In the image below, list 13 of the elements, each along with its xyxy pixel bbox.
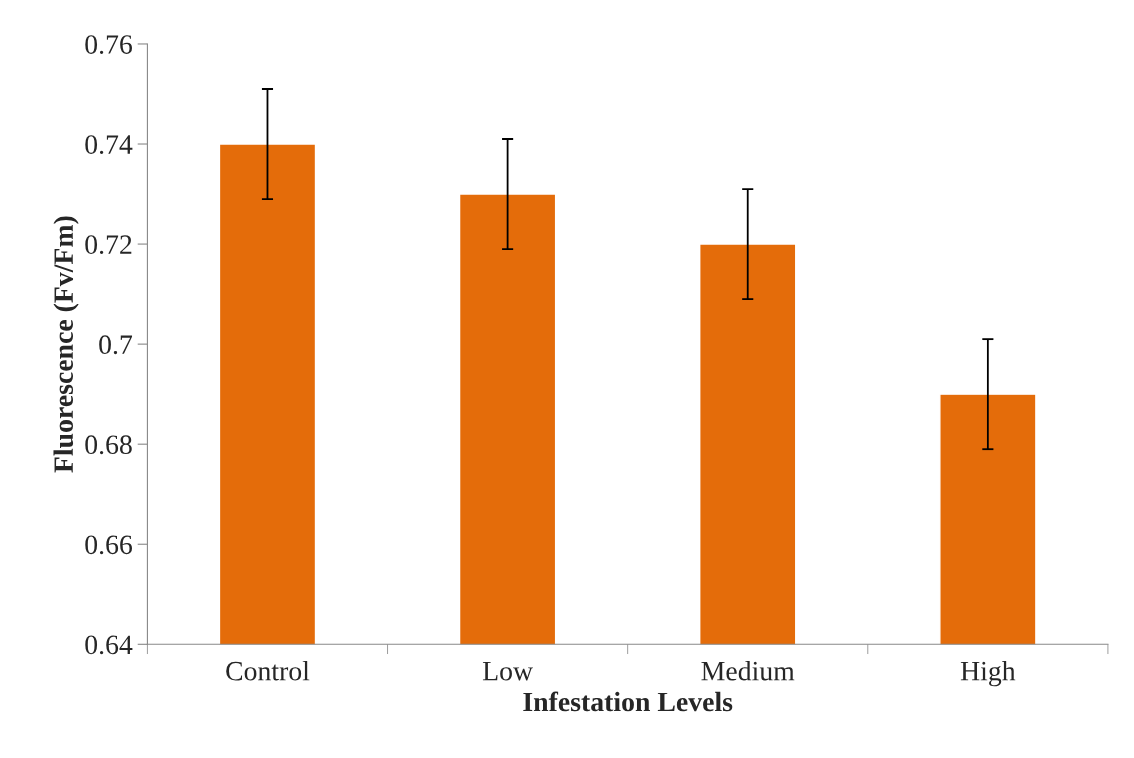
x-tick-label: High [960, 660, 1016, 687]
y-tick-label: 0.66 [85, 535, 133, 555]
x-tick-label: Medium [701, 660, 795, 681]
y-axis-title: Fluorescence (Fv/Fm) [53, 216, 79, 473]
x-axis-title: Infestation Levels [523, 691, 733, 712]
x-tick-label: Control [226, 660, 310, 681]
y-tick-label: 0.76 [85, 35, 133, 54]
y-tick-label: 0.7 [99, 335, 133, 355]
x-tick-label: Low [482, 662, 533, 681]
y-tick-label: 0.68 [85, 435, 132, 455]
y-tick-label: 0.72 [85, 235, 132, 255]
y-tick-label: 0.64 [85, 635, 133, 655]
y-tick-label: 0.74 [85, 135, 133, 155]
